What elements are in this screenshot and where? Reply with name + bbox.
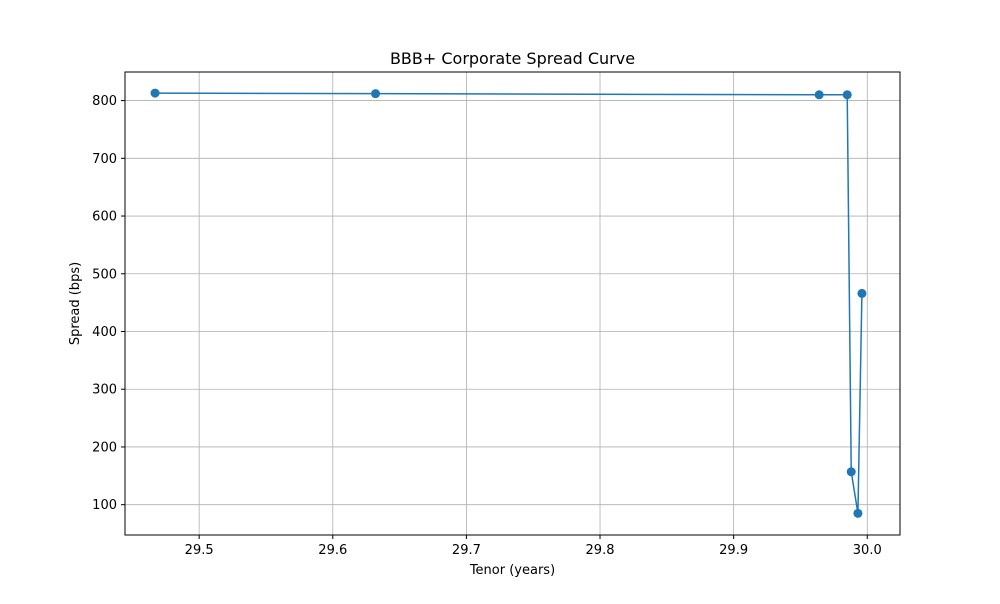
data-point [853, 508, 863, 518]
y-tick-label: 400 [92, 325, 117, 340]
y-tick-label: 800 [92, 94, 117, 109]
x-tick-label: 29.9 [719, 543, 748, 558]
y-tick-label: 600 [92, 210, 117, 225]
data-point [857, 288, 867, 298]
x-tick-label: 30.0 [853, 543, 882, 558]
y-tick-label: 500 [92, 267, 117, 282]
y-tick-label: 300 [92, 383, 117, 398]
data-point [150, 88, 160, 98]
x-tick-label: 29.7 [452, 543, 481, 558]
y-tick-label: 100 [92, 498, 117, 513]
x-tick-label: 29.8 [586, 543, 615, 558]
data-point [842, 90, 852, 100]
tick-layer: 29.5 29.6 29.7 29.8 29.9 30.0 100 200 300 400 500 6… [92, 94, 882, 558]
x-tick-label: 29.6 [318, 543, 347, 558]
chart-title: BBB+ Corporate Spread Curve [390, 49, 635, 68]
x-axis-label: Tenor (years) [469, 563, 555, 578]
data-point [814, 90, 824, 100]
data-point [371, 89, 381, 99]
y-tick-label: 200 [92, 440, 117, 455]
series-layer [150, 88, 867, 518]
plot-frame [124, 71, 901, 536]
y-tick-label: 700 [92, 152, 117, 167]
data-point [846, 467, 856, 477]
grid-layer [125, 72, 900, 535]
y-axis-label: Spread (bps) [68, 262, 83, 345]
x-tick-label: 29.5 [185, 543, 214, 558]
